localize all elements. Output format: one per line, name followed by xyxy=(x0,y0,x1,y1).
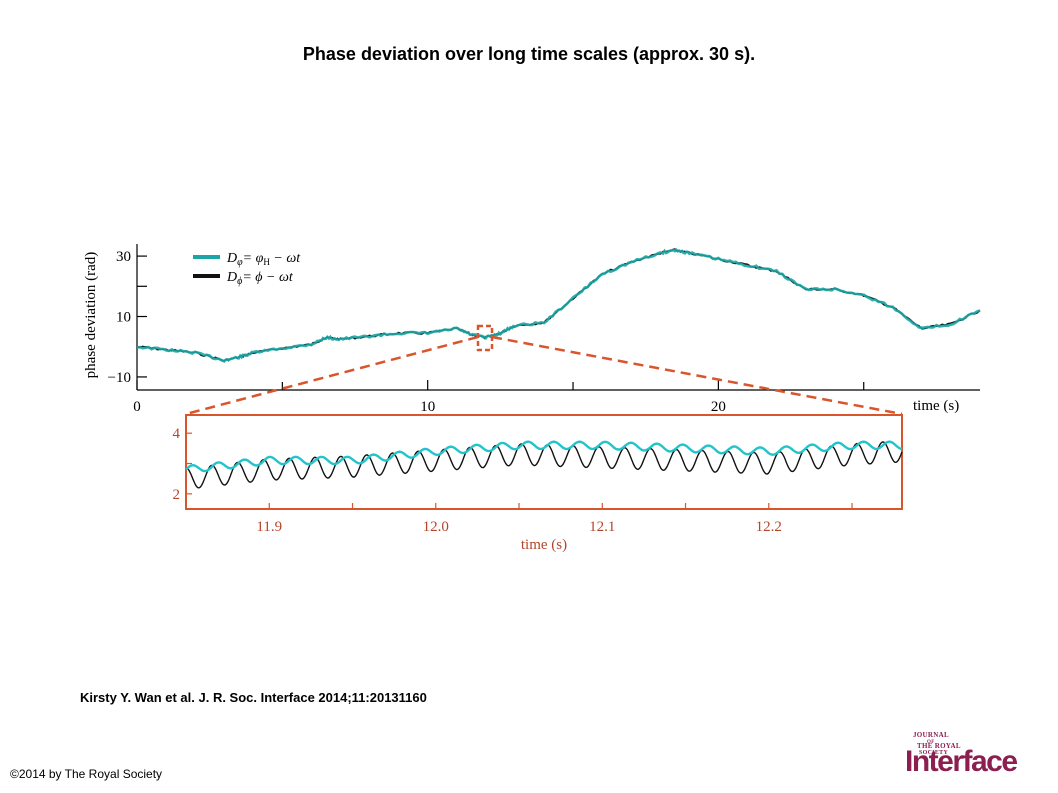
zoom-connector-right xyxy=(491,335,903,416)
inset-x-tick-label: 12.1 xyxy=(589,519,615,535)
main-y-axis-label: phase deviation (rad) xyxy=(83,252,99,379)
legend-1-symbol: D xyxy=(226,251,237,266)
citation: Kirsty Y. Wan et al. J. R. Soc. Interfac… xyxy=(80,690,427,705)
main-x-tick-label: 20 xyxy=(711,399,726,415)
journal-logo: JOURNAL OF THE ROYAL SOCIETY Interface xyxy=(905,731,1018,782)
inset-x-tick-label: 11.9 xyxy=(256,519,282,535)
inset-chart: 11.9 12.0 12.1 12.2 2 4 time (s) xyxy=(173,414,903,553)
inset-series-cyan-line xyxy=(185,440,903,473)
legend-2-rhs: = ϕ xyxy=(242,270,262,285)
zoom-connector-left xyxy=(185,335,479,416)
legend-2-subscript: ϕ xyxy=(237,276,242,287)
copyright: ©2014 by The Royal Society xyxy=(10,767,163,781)
logo-line-3: THE ROYAL xyxy=(917,742,961,750)
inset-x-axis-label: time (s) xyxy=(521,537,567,553)
legend-1-rhs: = φ xyxy=(243,251,264,266)
legend-1-rhs-tail: − ωt xyxy=(270,251,301,266)
main-axes: 0 10 20 −10 10 30 time (s) phase deviation (rad… xyxy=(83,244,980,415)
inset-x-tick-label: 12.2 xyxy=(756,519,782,535)
main-x-axis-label: time (s) xyxy=(913,398,959,414)
inset-series xyxy=(185,440,903,489)
main-series xyxy=(136,247,981,363)
inset-x-tick-label: 12.0 xyxy=(423,519,449,535)
legend-2-symbol: D xyxy=(226,270,237,285)
main-legend: Dφ= φH − ωt Dϕ= ϕ − ωt xyxy=(193,251,301,287)
inset-axes: 11.9 12.0 12.1 12.2 2 4 time (s) xyxy=(173,426,853,553)
legend-1-rhs-sub: H xyxy=(263,257,270,267)
legend-entry-2: Dϕ= ϕ − ωt xyxy=(226,270,294,287)
main-y-tick-label: −10 xyxy=(108,370,131,386)
inset-frame xyxy=(185,414,903,510)
main-chart: 0 10 20 −10 10 30 time (s) phase deviation (rad… xyxy=(83,244,981,415)
main-series-teal-line xyxy=(136,247,981,363)
logo-line-1: JOURNAL xyxy=(913,731,949,739)
zoom-indicator xyxy=(185,324,903,416)
logo-line-4: SOCIETY xyxy=(919,750,949,756)
logo-line-2: OF xyxy=(927,740,935,745)
legend-entry-1: Dφ= φH − ωt xyxy=(226,251,301,268)
main-x-tick-label: 10 xyxy=(420,399,435,415)
inset-y-tick-label: 4 xyxy=(173,426,181,442)
inset-y-tick-label: 2 xyxy=(173,487,181,503)
main-y-tick-label: 30 xyxy=(116,249,131,265)
main-x-tick-label: 0 xyxy=(133,399,141,415)
slide-title: Phase deviation over long time scales (a… xyxy=(302,44,756,64)
logo-wordmark: Interface xyxy=(905,745,1018,778)
legend-1-subscript: φ xyxy=(237,257,243,268)
main-y-tick-label: 10 xyxy=(116,310,131,326)
legend-2-rhs-tail: − ωt xyxy=(263,270,294,285)
